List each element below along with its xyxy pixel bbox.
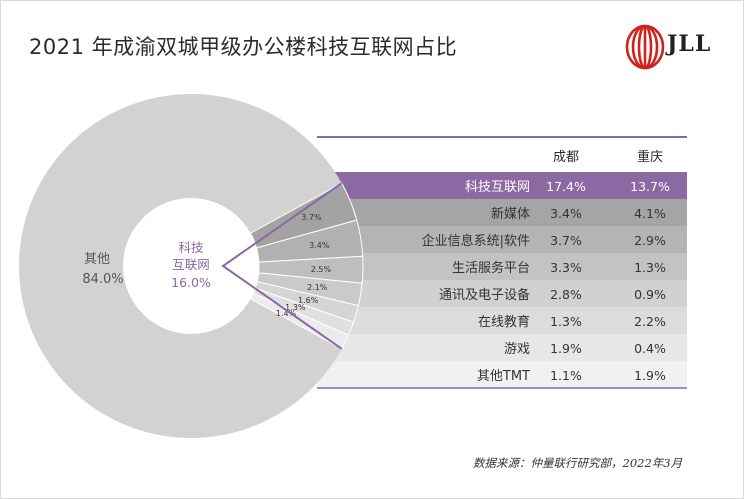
table-row	[317, 334, 687, 361]
tech-wedge-bracket	[221, 182, 343, 350]
table-row-label: 企业信息系统|软件	[422, 233, 530, 249]
table-row-label: 生活服务平台	[452, 260, 530, 276]
table-row-label: 科技互联网	[465, 180, 530, 195]
source-note: 数据来源：仲量联行研究部，2022年3月	[473, 456, 683, 470]
table-row	[317, 361, 687, 388]
table-cell-chongqing: 4.1%	[634, 206, 666, 221]
table-row-label: 新媒体	[491, 206, 530, 222]
donut-center-value: 16.0%	[171, 275, 211, 290]
table-cell-chengdu: 1.9%	[550, 341, 582, 356]
donut-sub-label: 3.7%	[301, 213, 322, 222]
table-header	[317, 137, 687, 172]
table-cell-chongqing: 2.2%	[634, 314, 666, 329]
chart-title: 2021 年成渝双城甲级办公楼科技互联网占比	[29, 35, 458, 59]
table-row-label: 游戏	[504, 342, 530, 357]
donut-center-label: 科技	[178, 240, 204, 255]
table-cell-chengdu: 3.3%	[550, 260, 582, 275]
logo-text: JLL	[667, 31, 712, 57]
donut-sub-label: 2.5%	[311, 265, 332, 274]
jll-flame-icon	[625, 24, 665, 70]
donut-label-other: 其他	[84, 252, 110, 267]
table-row	[317, 307, 687, 334]
table-row-label: 其他TMT	[477, 369, 530, 384]
donut-sub-label: 2.1%	[307, 283, 328, 292]
table-cell-chengdu: 1.1%	[550, 368, 582, 383]
table-cell-chongqing: 1.3%	[634, 260, 666, 275]
table-cell-chengdu: 3.7%	[550, 233, 582, 248]
donut-sub-label: 3.4%	[309, 241, 330, 250]
table-row-label: 通讯及电子设备	[439, 287, 530, 303]
donut-slice-other	[19, 94, 342, 439]
donut-slice-tech-sub	[249, 292, 350, 350]
table-column-header: 成都	[553, 150, 579, 165]
table-cell-chengdu: 1.3%	[550, 314, 582, 329]
table-row	[317, 253, 687, 280]
table-cell-chongqing: 1.9%	[634, 368, 666, 383]
table-cell-chongqing: 13.7%	[630, 179, 670, 194]
table-row-label: 在线教育	[478, 314, 530, 330]
table-cell-chengdu: 17.4%	[546, 179, 586, 194]
table-cell-chengdu: 2.8%	[550, 287, 582, 302]
table-cell-chengdu: 3.4%	[550, 206, 582, 221]
donut-sub-label: 1.4%	[276, 309, 297, 318]
table-row	[317, 199, 687, 226]
table-cell-chongqing: 0.4%	[634, 341, 666, 356]
table-row	[317, 172, 687, 199]
donut-value-other: 84.0%	[82, 272, 123, 287]
donut-sub-label: 1.6%	[298, 296, 319, 305]
table-column-header: 重庆	[637, 149, 663, 165]
table-row	[317, 280, 687, 307]
table-cell-chongqing: 0.9%	[634, 287, 666, 302]
donut-center-label: 互联网	[172, 257, 210, 272]
table-cell-chongqing: 2.9%	[634, 233, 666, 248]
table-row	[317, 226, 687, 253]
donut-sub-label: 1.3%	[285, 303, 306, 312]
